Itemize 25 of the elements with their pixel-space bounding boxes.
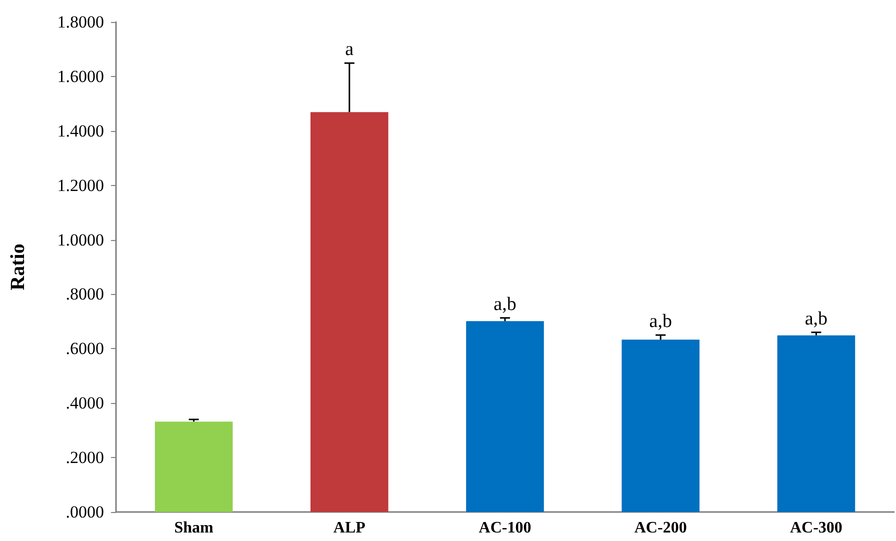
bar xyxy=(466,321,544,512)
annotation: a xyxy=(345,39,354,60)
y-tick-label: 1.2000 xyxy=(57,176,104,195)
y-tick-label: 1.6000 xyxy=(57,66,104,86)
y-tick-label: 1.4000 xyxy=(57,121,104,140)
x-tick-label: AC-100 xyxy=(478,520,532,536)
x-tick-label: ALP xyxy=(333,520,366,536)
annotation: a,b xyxy=(494,294,516,315)
y-tick-label: .6000 xyxy=(66,339,104,358)
bar xyxy=(622,340,700,512)
bar xyxy=(310,112,388,512)
bar xyxy=(154,422,233,512)
y-tick-label: 1.8000 xyxy=(57,12,104,32)
y-tick-label: .2000 xyxy=(66,448,104,468)
y-tick-label: .4000 xyxy=(66,394,104,413)
x-tick-label: AC-300 xyxy=(790,520,842,536)
annotation: a,b xyxy=(804,308,828,330)
y-axis-title: Ratio xyxy=(7,244,29,290)
y-tick-label: .0000 xyxy=(66,502,104,522)
y-tick-label: 1.0000 xyxy=(57,230,104,250)
annotation: a,b xyxy=(649,311,672,332)
bar xyxy=(777,335,856,512)
x-tick-label: Sham xyxy=(174,520,214,536)
y-tick-label: .8000 xyxy=(66,284,104,304)
x-tick-label: AC-200 xyxy=(634,520,687,536)
